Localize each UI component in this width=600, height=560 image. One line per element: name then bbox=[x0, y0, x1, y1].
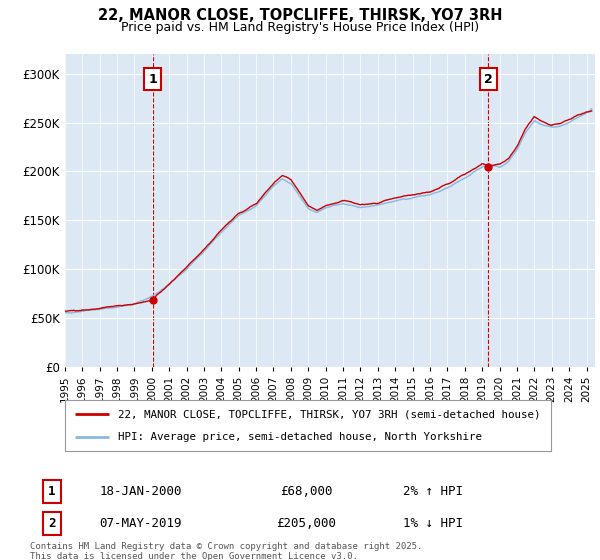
Text: £68,000: £68,000 bbox=[280, 485, 332, 498]
Text: 07-MAY-2019: 07-MAY-2019 bbox=[99, 517, 182, 530]
Text: 2% ↑ HPI: 2% ↑ HPI bbox=[403, 485, 463, 498]
Text: 22, MANOR CLOSE, TOPCLIFFE, THIRSK, YO7 3RH (semi-detached house): 22, MANOR CLOSE, TOPCLIFFE, THIRSK, YO7 … bbox=[118, 409, 541, 419]
Text: 1: 1 bbox=[148, 73, 157, 86]
Text: 18-JAN-2000: 18-JAN-2000 bbox=[99, 485, 182, 498]
Text: Contains HM Land Registry data © Crown copyright and database right 2025.
This d: Contains HM Land Registry data © Crown c… bbox=[30, 542, 422, 560]
Text: Price paid vs. HM Land Registry's House Price Index (HPI): Price paid vs. HM Land Registry's House … bbox=[121, 21, 479, 34]
Text: £205,000: £205,000 bbox=[276, 517, 336, 530]
Text: HPI: Average price, semi-detached house, North Yorkshire: HPI: Average price, semi-detached house,… bbox=[118, 432, 482, 442]
Text: 22, MANOR CLOSE, TOPCLIFFE, THIRSK, YO7 3RH: 22, MANOR CLOSE, TOPCLIFFE, THIRSK, YO7 … bbox=[98, 8, 502, 24]
Text: 2: 2 bbox=[49, 517, 56, 530]
Text: 2: 2 bbox=[484, 73, 493, 86]
Text: 1: 1 bbox=[49, 485, 56, 498]
Text: 1% ↓ HPI: 1% ↓ HPI bbox=[403, 517, 463, 530]
